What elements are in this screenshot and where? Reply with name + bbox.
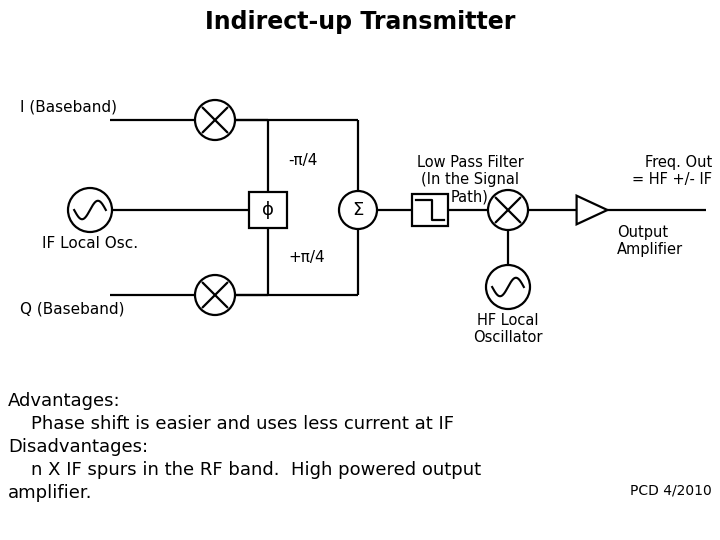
Text: amplifier.: amplifier. bbox=[8, 484, 92, 502]
Text: PCD 4/2010: PCD 4/2010 bbox=[630, 484, 712, 498]
Text: Phase shift is easier and uses less current at IF: Phase shift is easier and uses less curr… bbox=[8, 415, 454, 433]
Text: Q (Baseband): Q (Baseband) bbox=[20, 301, 125, 316]
Text: IF Local Osc.: IF Local Osc. bbox=[42, 236, 138, 251]
Text: n X IF spurs in the RF band.  High powered output: n X IF spurs in the RF band. High powere… bbox=[8, 461, 481, 479]
Text: -π/4: -π/4 bbox=[288, 152, 318, 167]
Text: ϕ: ϕ bbox=[262, 201, 274, 219]
Text: Indirect-up Transmitter: Indirect-up Transmitter bbox=[204, 10, 516, 34]
Text: Output
Amplifier: Output Amplifier bbox=[617, 225, 683, 258]
Text: Advantages:: Advantages: bbox=[8, 392, 121, 410]
Text: +π/4: +π/4 bbox=[288, 250, 325, 265]
Text: Freq. Out
= HF +/- IF: Freq. Out = HF +/- IF bbox=[632, 155, 712, 187]
Text: HF Local
Oscillator: HF Local Oscillator bbox=[473, 313, 543, 346]
Text: I (Baseband): I (Baseband) bbox=[20, 99, 117, 114]
Polygon shape bbox=[577, 195, 608, 224]
Text: Disadvantages:: Disadvantages: bbox=[8, 438, 148, 456]
Bar bbox=[412, 194, 448, 226]
Text: Σ: Σ bbox=[352, 201, 364, 219]
Bar bbox=[249, 192, 287, 228]
Text: Low Pass Filter
(In the Signal
Path): Low Pass Filter (In the Signal Path) bbox=[417, 155, 523, 205]
